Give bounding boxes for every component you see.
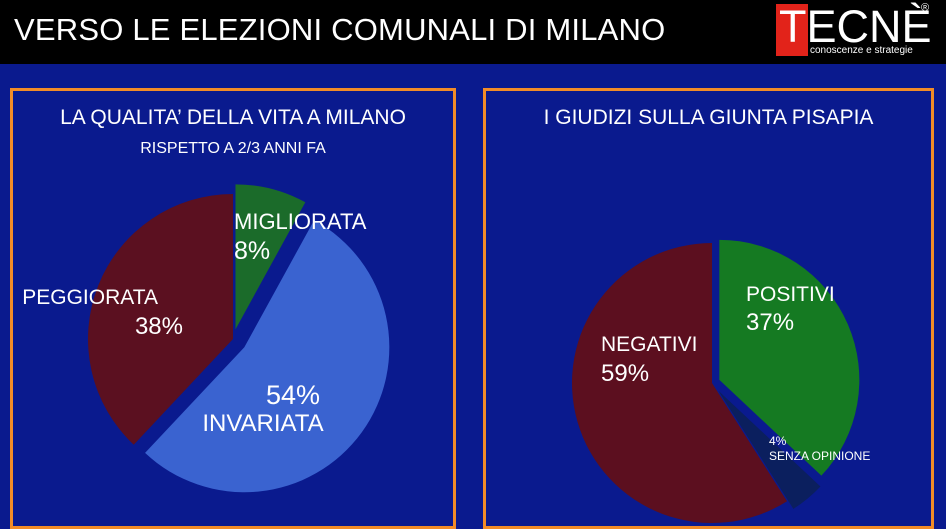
tecne-logo: TECNÈ ® conoscenze e strategie: [776, 1, 944, 60]
chart-title: I GIUDIZI SULLA GIUNTA PISAPIA: [543, 106, 874, 129]
logo-registered-mark: ®: [921, 2, 930, 14]
header-bar: VERSO LE ELEZIONI COMUNALI DI MILANO TEC…: [0, 0, 946, 64]
slice-label-peggiorata: PEGGIORATA: [22, 286, 158, 309]
pie-slice-peggiorata: [87, 194, 233, 445]
chart-subtitle: RISPETTO A 2/3 ANNI FA: [140, 140, 326, 157]
panel-quality-of-life: LA QUALITA’ DELLA VITA A MILANO RISPETTO…: [10, 88, 456, 529]
logo-red-block: [776, 4, 808, 56]
pie-slice-positivi: [719, 239, 860, 476]
slice-label-positivi: POSITIVI: [746, 283, 835, 306]
pie-slice-migliorata: [235, 184, 306, 330]
slice-label-negativi: NEGATIVI: [601, 333, 697, 356]
pie-slice-invariata: [145, 220, 390, 493]
slice-value-invariata: 54%: [266, 380, 320, 410]
logo-tagline: conoscenze e strategie: [810, 45, 913, 56]
chart-title: LA QUALITA’ DELLA VITA A MILANO: [60, 106, 406, 129]
slice-value-peggiorata: 38%: [135, 313, 183, 340]
pie-slice-negativi: [572, 243, 788, 523]
slice-label-migliorata: MIGLIORATA: [234, 209, 367, 234]
pie-slice-senza-opinione: [718, 390, 821, 509]
slice-label-invariata: INVARIATA: [202, 410, 323, 437]
slice-label-senza-opinione: SENZA OPINIONE: [769, 449, 870, 463]
logo-wordmark: TECNÈ: [779, 1, 932, 52]
pie-chart-giunta-judgement: POSITIVI 37% 4%SENZA OPINIONE NEGATIVI 59%: [572, 239, 870, 523]
slice-value-negativi: 59%: [601, 360, 649, 387]
page-title: VERSO LE ELEZIONI COMUNALI DI MILANO: [14, 12, 666, 47]
slice-value-senza-opinione: 4%: [769, 434, 787, 448]
slice-value-positivi: 37%: [746, 309, 794, 336]
slice-value-migliorata: 8%: [234, 237, 270, 265]
panel-giunta-judgement: I GIUDIZI SULLA GIUNTA PISAPIA POSITIVI 3…: [483, 88, 934, 529]
